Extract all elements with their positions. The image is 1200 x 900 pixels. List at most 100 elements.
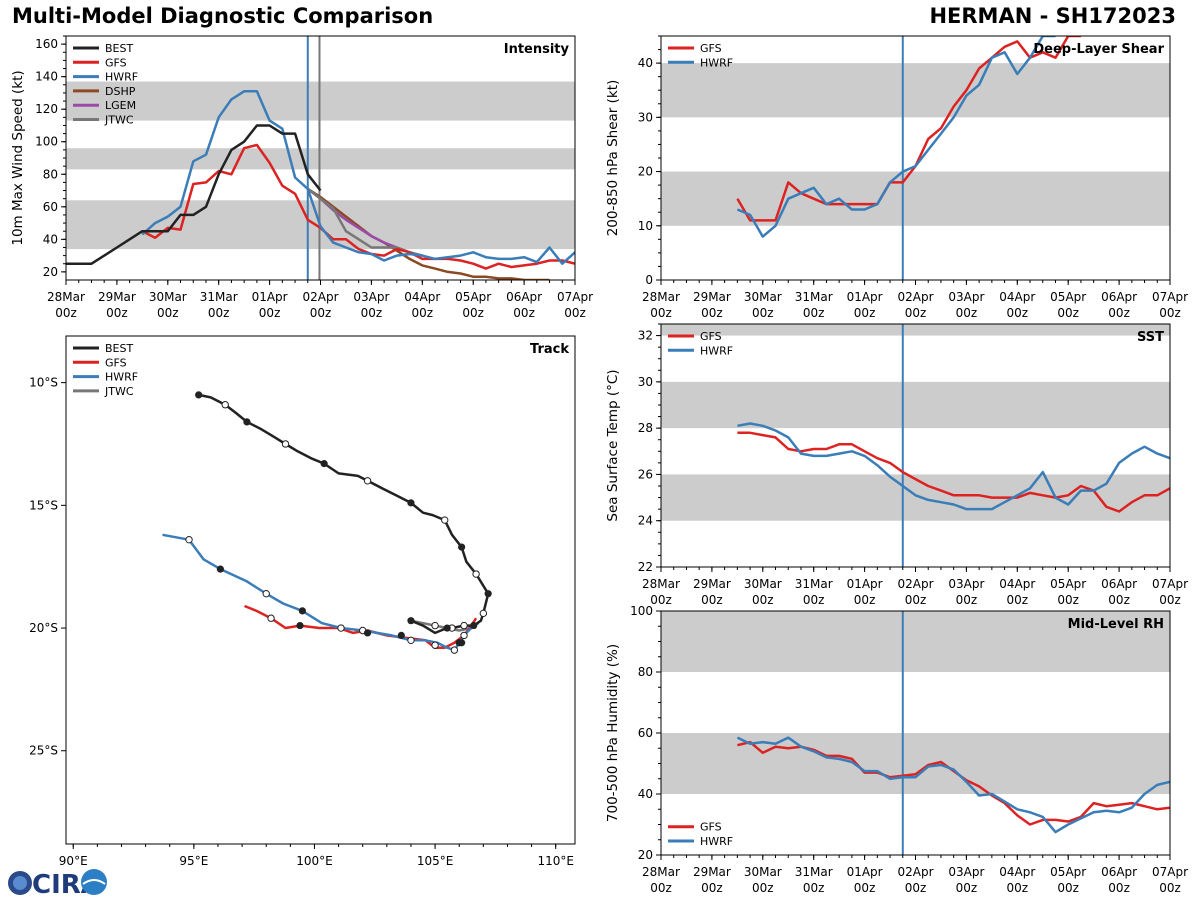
sst-band	[661, 381, 1170, 429]
rh-legend-label-hwrf: HWRF	[700, 835, 733, 848]
intensity-ytick-label: 60	[43, 200, 58, 214]
intensity-band	[66, 81, 575, 121]
track-marker-filled	[458, 639, 466, 647]
track-marker-filled	[484, 590, 492, 598]
shear-xtick-date: 28Mar	[642, 290, 680, 304]
shear-series-gfs	[736, 36, 1081, 222]
shear-xtick-date: 01Apr	[847, 290, 883, 304]
track-marker-filled	[216, 565, 224, 573]
intensity-xtick-hour: 00z	[513, 306, 535, 320]
rh-band	[661, 611, 1170, 672]
intensity-xtick-date: 01Apr	[252, 290, 288, 304]
track-xtick-label: 95°E	[179, 854, 208, 868]
track-marker-open	[472, 570, 480, 578]
shear-xtick-hour: 00z	[1159, 306, 1181, 320]
shear-band	[661, 171, 1170, 226]
track-ytick-label: 20°S	[29, 621, 58, 635]
track-ytick-label: 25°S	[29, 744, 58, 758]
track-marker-open	[479, 609, 488, 618]
track-xtick-label: 110°E	[537, 854, 574, 868]
intensity-legend-label-jtwc: JTWC	[104, 114, 134, 127]
track-series-group	[162, 391, 492, 654]
sst-band	[661, 324, 1170, 336]
sst-xtick-hour: 00z	[1159, 593, 1181, 607]
sst-legend-label-gfs: GFS	[700, 330, 722, 343]
satellite-icon	[81, 869, 107, 895]
intensity-series-best	[66, 124, 322, 265]
sst-ytick-label: 22	[638, 560, 653, 574]
intensity-xtick-date: 02Apr	[302, 290, 338, 304]
intensity-title: Intensity	[504, 42, 570, 57]
shear-xtick-hour: 00z	[1057, 306, 1079, 320]
track-marker-filled	[195, 391, 203, 399]
shear-xtick-hour: 00z	[701, 306, 723, 320]
track-marker-filled	[397, 631, 405, 640]
shear-ytick-label: 40	[638, 56, 653, 70]
intensity-xtick-date: 05Apr	[455, 290, 491, 304]
shear-ytick-label: 10	[638, 219, 653, 233]
track-marker-filled	[298, 607, 307, 615]
rh-xtick-hour: 00z	[752, 881, 774, 895]
track-marker-open	[460, 621, 468, 630]
sst-xtick-hour: 00z	[956, 593, 978, 607]
shear-ytick-label: 20	[638, 165, 653, 179]
shear-ylabel: 200-850 hPa Shear (kt)	[605, 80, 621, 237]
intensity-xtick-hour: 00z	[361, 306, 383, 320]
sst-series-group	[737, 422, 1170, 513]
page-title: Multi-Model Diagnostic Comparison	[12, 4, 434, 28]
track-ytick-label: 15°S	[29, 498, 58, 512]
rh-xtick-hour: 00z	[905, 881, 927, 895]
shear-xtick-date: 29Mar	[693, 290, 731, 304]
track-legend-label-hwrf: HWRF	[105, 371, 138, 384]
intensity-legend-label-gfs: GFS	[105, 56, 127, 69]
track-marker-open	[450, 646, 459, 654]
sst-xtick-date: 28Mar	[642, 577, 680, 591]
track-marker-filled	[407, 499, 415, 507]
rh-xtick-hour: 00z	[701, 881, 723, 895]
intensity-series-hwrf	[141, 90, 575, 265]
shear-xtick-hour: 00z	[905, 306, 927, 320]
intensity-xtick-hour: 00z	[310, 306, 332, 320]
track-series-hwrf	[162, 533, 480, 652]
rh-ytick-label: 40	[638, 787, 653, 801]
sst-xtick-date: 07Apr	[1152, 577, 1188, 591]
sst-ytick-label: 28	[638, 421, 653, 435]
sst-xtick-date: 04Apr	[999, 577, 1035, 591]
rh-xtick-date: 28Mar	[642, 865, 680, 879]
shear-panel: 0 10 20 30 40 28Mar 00z 29Mar 00z 30Mar 00z 31Mar 00…	[605, 35, 1188, 320]
intensity-xtick-date: 06Apr	[506, 290, 542, 304]
rh-xtick-date: 07Apr	[1152, 865, 1188, 879]
track-marker-open	[363, 477, 372, 485]
intensity-panel: 20 40 60 80 100 120 140 160 28Mar 00z 29Mar 00z 30Ma…	[10, 35, 593, 320]
track-marker-open	[221, 401, 229, 409]
sst-xtick-hour: 00z	[752, 593, 774, 607]
sst-ytick-label: 24	[638, 514, 653, 528]
intensity-ytick-label: 120	[35, 102, 58, 116]
sst-ytick-label: 32	[638, 329, 653, 343]
track-marker-filled	[470, 621, 478, 630]
sst-title: SST	[1137, 330, 1164, 345]
intensity-xtick-date: 07Apr	[557, 290, 593, 304]
sst-xtick-hour: 00z	[803, 593, 825, 607]
sst-xtick-hour: 00z	[701, 593, 723, 607]
track-marker-open	[407, 636, 415, 645]
sst-xtick-hour: 00z	[1108, 593, 1130, 607]
rh-xtick-hour: 00z	[1007, 881, 1029, 895]
sst-ytick-label: 26	[638, 467, 653, 481]
shear-xtick-date: 30Mar	[744, 290, 782, 304]
sst-band	[661, 474, 1170, 521]
sst-legend-label-hwrf: HWRF	[700, 344, 733, 357]
intensity-xtick-hour: 00z	[462, 306, 484, 320]
rh-xtick-date: 04Apr	[999, 865, 1035, 879]
rh-xtick-hour: 00z	[803, 881, 825, 895]
intensity-ytick-label: 160	[35, 37, 58, 51]
intensity-ytick-label: 20	[43, 265, 58, 279]
sst-xtick-hour: 00z	[1007, 593, 1029, 607]
intensity-xtick-date: 30Mar	[149, 290, 187, 304]
sst-series-gfs	[737, 431, 1170, 513]
sst-panel: 22 24 26 28 30 32 28Mar 00z 29Mar 00z 30Mar 00z 31Ma…	[605, 323, 1188, 607]
intensity-series-group	[66, 90, 575, 280]
track-legend-label-gfs: GFS	[105, 356, 127, 369]
rh-xtick-hour: 00z	[1159, 881, 1181, 895]
